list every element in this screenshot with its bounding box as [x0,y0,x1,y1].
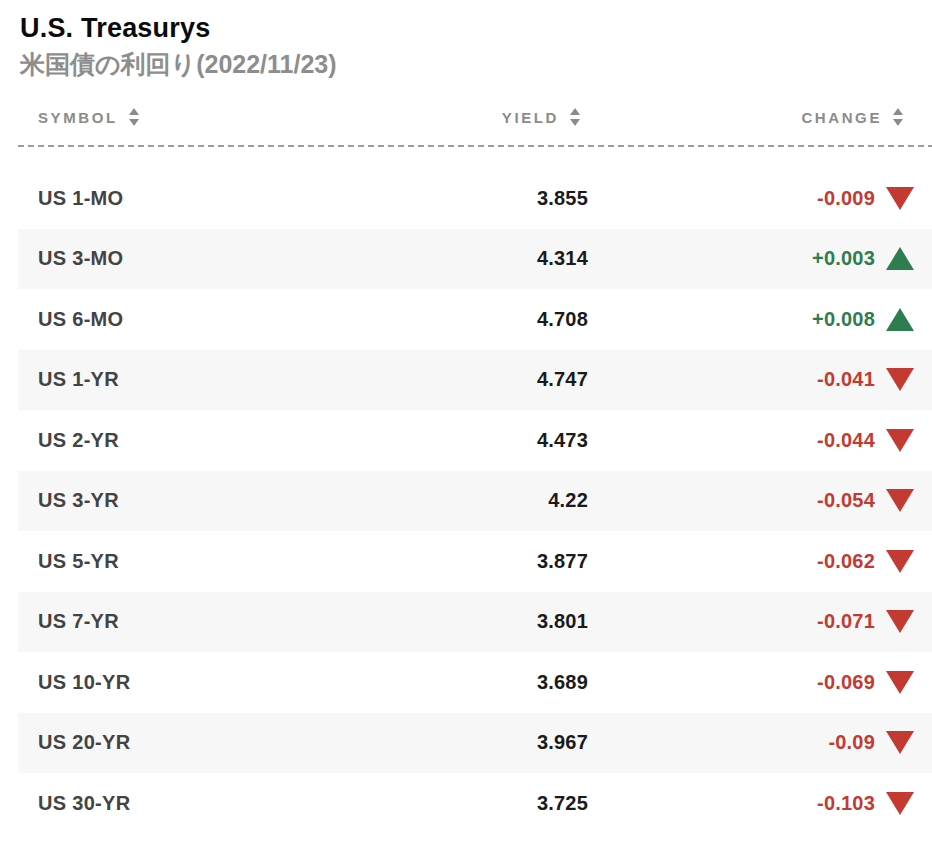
sort-arrows-icon [570,108,580,126]
change-direction-icon [886,429,914,452]
change-value: -0.041 [817,368,875,391]
table-header-row: SYMBOL YIELD CHANGE [18,105,932,129]
change-column-label: CHANGE [801,109,882,126]
table-row[interactable]: US 3-YR 4.22 -0.054 [18,471,932,532]
change-direction-icon [886,610,914,633]
symbol-cell: US 1-MO [38,187,388,210]
symbol-cell: US 10-YR [38,671,388,694]
change-cell: -0.041 [588,368,914,391]
change-cell: -0.069 [588,671,914,694]
yield-cell: 3.967 [388,731,588,754]
change-cell: +0.003 [588,247,914,270]
yield-cell: 4.708 [388,308,588,331]
yield-cell: 4.22 [388,489,588,512]
table-row[interactable]: US 1-YR 4.747 -0.041 [18,350,932,411]
column-header-symbol[interactable]: SYMBOL [38,108,388,126]
yield-cell: 4.473 [388,429,588,452]
yield-cell: 3.877 [388,550,588,573]
yield-cell: 3.855 [388,187,588,210]
column-header-change[interactable]: CHANGE [588,108,914,126]
symbol-cell: US 3-MO [38,247,388,270]
table-body: US 1-MO 3.855 -0.009 US 3-MO 4.314 +0.00… [18,168,932,834]
change-direction-icon [886,368,914,391]
yield-cell: 3.689 [388,671,588,694]
change-value: -0.009 [817,187,875,210]
table-row[interactable]: US 10-YR 3.689 -0.069 [18,652,932,713]
table-row[interactable]: US 5-YR 3.877 -0.062 [18,531,932,592]
yield-column-label: YIELD [502,109,559,126]
change-direction-icon [886,308,914,331]
change-direction-icon [886,671,914,694]
symbol-column-label: SYMBOL [38,109,118,126]
change-cell: -0.09 [588,731,914,754]
change-value: +0.003 [812,247,875,270]
change-value: +0.008 [812,308,875,331]
change-direction-icon [886,187,914,210]
change-value: -0.062 [817,550,875,573]
table-row[interactable]: US 1-MO 3.855 -0.009 [18,168,932,229]
change-value: -0.103 [817,792,875,815]
yield-cell: 4.747 [388,368,588,391]
change-cell: -0.009 [588,187,914,210]
change-value: -0.071 [817,610,875,633]
change-direction-icon [886,247,914,270]
change-value: -0.044 [817,429,875,452]
change-direction-icon [886,731,914,754]
page-title: U.S. Treasurys [20,13,932,44]
table-row[interactable]: US 20-YR 3.967 -0.09 [18,713,932,774]
change-direction-icon [886,550,914,573]
treasurys-table: SYMBOL YIELD CHANGE US 1-MO 3.855 -0.009 [18,105,932,834]
change-cell: -0.071 [588,610,914,633]
symbol-cell: US 1-YR [38,368,388,391]
symbol-cell: US 30-YR [38,792,388,815]
change-cell: +0.008 [588,308,914,331]
symbol-cell: US 5-YR [38,550,388,573]
table-row[interactable]: US 30-YR 3.725 -0.103 [18,773,932,834]
yield-cell: 3.725 [388,792,588,815]
dashed-divider [18,145,932,147]
column-header-yield[interactable]: YIELD [388,108,588,126]
sort-arrows-icon [893,108,903,126]
symbol-cell: US 20-YR [38,731,388,754]
table-row[interactable]: US 2-YR 4.473 -0.044 [18,410,932,471]
change-cell: -0.062 [588,550,914,573]
change-value: -0.054 [817,489,875,512]
page-subtitle: 米国債の利回り(2022/11/23) [20,49,932,79]
change-cell: -0.044 [588,429,914,452]
treasurys-widget: U.S. Treasurys 米国債の利回り(2022/11/23) SYMBO… [0,0,932,834]
change-direction-icon [886,489,914,512]
change-direction-icon [886,792,914,815]
table-row[interactable]: US 7-YR 3.801 -0.071 [18,592,932,653]
change-value: -0.09 [828,731,875,754]
symbol-cell: US 3-YR [38,489,388,512]
table-row[interactable]: US 3-MO 4.314 +0.003 [18,229,932,290]
symbol-cell: US 2-YR [38,429,388,452]
symbol-cell: US 6-MO [38,308,388,331]
symbol-cell: US 7-YR [38,610,388,633]
yield-cell: 4.314 [388,247,588,270]
change-value: -0.069 [817,671,875,694]
sort-arrows-icon [129,108,139,126]
change-cell: -0.103 [588,792,914,815]
table-row[interactable]: US 6-MO 4.708 +0.008 [18,289,932,350]
change-cell: -0.054 [588,489,914,512]
yield-cell: 3.801 [388,610,588,633]
